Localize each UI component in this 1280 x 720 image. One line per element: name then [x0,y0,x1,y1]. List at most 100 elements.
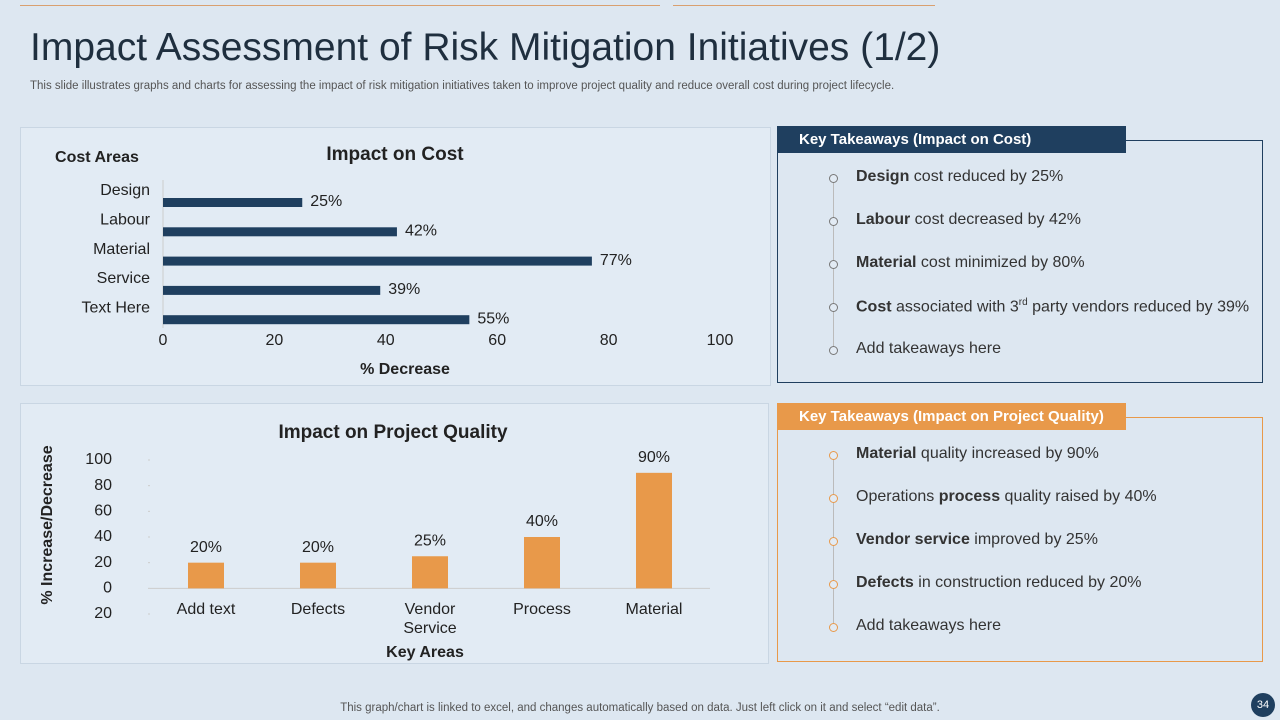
bullet [829,494,838,503]
x-tick-label: 20 [266,332,284,349]
takeaway-text: quality raised by 40% [1004,488,1157,505]
chart-title: Impact on Cost [326,144,464,165]
takeaway-item: Defects in construction reduced by 20% [856,574,1142,592]
takeaway-text: Add takeaways here [856,617,1001,634]
x-tick-label: 60 [488,332,506,349]
data-label: 25% [414,532,446,549]
x-tick-label: Add text [176,601,236,618]
y-tick-label: Design [100,182,150,199]
takeaway-item: Cost associated with 3rd party vendors r… [856,297,1249,316]
x-tick-label: 100 [707,332,734,349]
data-label: 39% [388,281,420,298]
bar [412,556,448,589]
bar [163,227,397,237]
footer-note: This graph/chart is linked to excel, and… [340,702,940,714]
bar [163,198,303,207]
takeaway-item: Operations process quality raised by 40% [856,488,1157,506]
takeaway-text: cost minimized by 80% [920,254,1085,271]
data-label: 77% [600,252,632,269]
y-tick-label: 40 [94,528,112,545]
y-tick-label: 60 [94,503,112,520]
takeaway-text: Defects [856,574,914,591]
bullet [829,580,838,589]
takeaway-text: Add takeaways here [856,340,1001,357]
data-label: 20% [190,539,222,556]
data-label: 55% [477,310,509,327]
takeaway-heading: Key Takeaways (Impact on Project Quality… [777,403,1126,430]
takeaway-item: Labour cost decreased by 42% [856,211,1081,229]
takeaway-text: Material [856,254,917,271]
takeaway-text: Labour [856,211,911,228]
takeaway-text: Vendor service [856,531,970,548]
y-tick-label: Text Here [82,299,151,316]
bullet [829,623,838,632]
takeaway-item: Material quality increased by 90% [856,445,1099,463]
data-label: 90% [638,449,670,466]
takeaway-text: rd [1018,297,1028,308]
x-tick-label: 0 [159,332,168,349]
takeaway-text: Material [856,445,917,462]
y-tick-label: 20 [94,605,112,622]
takeaway-heading: Key Takeaways (Impact on Cost) [777,126,1126,153]
bar [163,285,381,295]
x-tick-label: Defects [290,601,346,618]
y-tick-label: 100 [85,451,112,468]
top-rule [673,5,935,6]
chart-panel [20,127,771,386]
data-label: 20% [302,539,334,556]
data-label: 25% [310,193,342,210]
takeaway-item: Add takeaways here [856,340,1001,358]
x-tick-label: Material [625,601,683,618]
takeaway-text: Design [856,168,910,185]
takeaway-text: in construction reduced by 20% [918,574,1142,591]
bullet [829,174,838,183]
bullet [829,346,838,355]
takeaway-item: Add takeaways here [856,617,1001,635]
bullet [829,537,838,546]
data-label: 42% [405,223,437,240]
bar [163,315,470,325]
x-axis-label: % Decrease [360,361,450,378]
title: Impact Assessment of Risk Mitigation Ini… [30,26,941,69]
takeaway-text: quality increased by 90% [920,445,1099,462]
y-axis-label: Cost Areas [55,149,139,166]
takeaway-item: Design cost reduced by 25% [856,168,1063,186]
takeaway-item: Vendor service improved by 25% [856,531,1098,549]
x-tick-label: Vendor Service [403,601,457,637]
chart-title: Impact on Project Quality [278,422,508,443]
takeaway-text: cost decreased by 42% [914,211,1081,228]
takeaway-text: Cost [856,298,892,316]
bar [188,562,224,589]
x-axis-label: Key Areas [386,644,464,661]
takeaway-text: improved by 25% [974,531,1098,548]
y-axis-label: % Increase/Decrease [39,445,56,604]
bullet [829,451,838,460]
y-tick-label: 0 [103,580,112,597]
takeaway-text: party vendors reduced by 39% [1032,298,1250,316]
takeaway-item: Material cost minimized by 80% [856,254,1085,272]
bullet [829,260,838,269]
takeaway-text: associated with 3 [896,298,1019,316]
subtitle: This slide illustrates graphs and charts… [30,80,895,92]
takeaway-text: Operations [856,488,935,505]
bar [524,537,560,589]
top-rule [20,5,660,6]
x-tick-label: Process [513,601,571,618]
bullet [829,303,838,312]
x-tick-label: 80 [600,332,618,349]
bar [300,562,336,589]
page-number: 34 [1251,693,1275,717]
y-tick-label: Labour [100,212,150,229]
x-tick-label: 40 [377,332,395,349]
takeaway-text: cost reduced by 25% [913,168,1064,185]
data-label: 40% [526,513,558,530]
y-tick-label: 20 [94,554,112,571]
takeaway-text: process [938,488,1001,505]
bar [163,256,592,266]
y-tick-label: Service [97,270,150,287]
y-tick-label: 80 [94,477,112,494]
bar [636,472,672,589]
bullet [829,217,838,226]
